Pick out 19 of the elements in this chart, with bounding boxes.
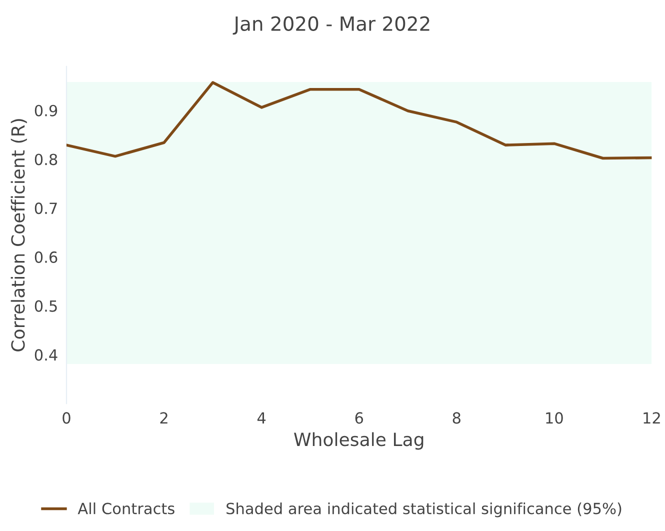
y-tick-label: 0.5 xyxy=(34,300,57,312)
x-axis-title: Wholesale Lag xyxy=(294,432,424,450)
y-tick-label: 0.8 xyxy=(34,154,58,166)
y-tick-label: 0.9 xyxy=(34,104,58,116)
line-series xyxy=(66,81,652,160)
chart-title: Jan 2020 - Mar 2022 xyxy=(232,16,430,35)
legend-label: Shaded area indicated statistical significance (95%) xyxy=(226,502,622,518)
x-tick-label: 4 xyxy=(257,412,266,424)
x-tick-label: 6 xyxy=(355,412,363,424)
y-axis-title: Correlation Coefficient (R) xyxy=(10,119,27,352)
legend-label: All Contracts xyxy=(78,502,174,514)
x-tick-label: 2 xyxy=(160,412,168,424)
x-tick-label: 10 xyxy=(546,412,563,424)
x-tick-label: 0 xyxy=(62,412,70,424)
y-tick-label: 0.6 xyxy=(34,251,58,263)
x-tick-label: 8 xyxy=(452,412,460,424)
y-tick-label: 0.4 xyxy=(34,349,58,361)
y-tick-label: 0.7 xyxy=(34,202,57,214)
x-tick-label: 12 xyxy=(644,412,660,424)
